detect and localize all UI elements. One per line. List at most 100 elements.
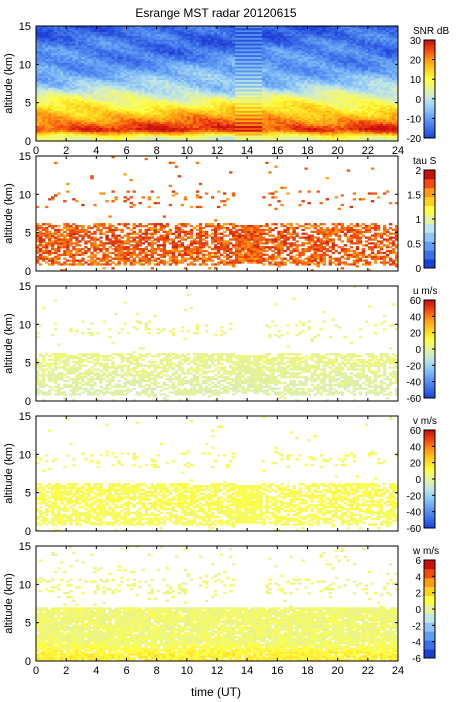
- u-y-tick-label: 15: [19, 281, 31, 293]
- w-x-tick-label: 14: [241, 665, 253, 677]
- tau-colorbar-tick-label: 0.5: [407, 240, 421, 251]
- tau-y-tick-label: 0: [25, 266, 31, 278]
- SNR-x-tick-label: 18: [301, 145, 313, 157]
- v-colorbar-tick-label: -60: [407, 524, 422, 535]
- w-x-tick-label: 24: [392, 665, 404, 677]
- w-x-tick-label: 6: [123, 665, 129, 677]
- v-colorbar-tick-label: 0: [415, 475, 421, 486]
- u-colorbar: u m/s -60 -40 -20 0 20 40 60: [407, 286, 438, 405]
- SNR-x-tick-label: 12: [211, 145, 223, 157]
- w-x-tick-label: 22: [362, 665, 374, 677]
- u-colorbar-tick-label: 20: [410, 329, 422, 340]
- w-y-tick-label: 0: [25, 656, 31, 668]
- w-x-tick-label: 12: [211, 665, 223, 677]
- SNR-y-tick-label: 0: [25, 136, 31, 148]
- SNR-colorbar-label: SNR dB: [413, 26, 449, 37]
- tau-colorbar-tick-label: 2: [415, 166, 421, 177]
- v-colorbar-label: v m/s: [413, 416, 437, 427]
- u-colorbar-label: u m/s: [413, 286, 437, 297]
- v-y-axis-label: altitude (km): [3, 443, 15, 504]
- tau-y-axis-label: altitude (km): [3, 183, 15, 244]
- u-colorbar-tick-label: -40: [407, 378, 422, 389]
- v-colorbar-tick-label: 40: [410, 442, 422, 453]
- SNR-x-tick-label: 0: [33, 145, 39, 157]
- SNR-x-tick-label: 20: [332, 145, 344, 157]
- panel-tau: 0 5 10 15 altitude (km) tau S 0 0.5 1 1.5 2: [3, 151, 437, 278]
- x-axis-label: time (UT): [191, 685, 241, 699]
- w-x-tick-label: 16: [271, 665, 283, 677]
- figure-title: Esrange MST radar 20120615: [135, 6, 297, 20]
- v-colorbar-tick-label: -40: [407, 508, 422, 519]
- u-y-tick-label: 0: [25, 396, 31, 408]
- SNR-y-tick-label: 15: [19, 21, 31, 33]
- SNR-x-tick-label: 4: [93, 145, 99, 157]
- SNR-colorbar-tick-label: 30: [410, 36, 422, 47]
- w-x-tick-label: 10: [181, 665, 193, 677]
- v-y-tick-label: 5: [25, 488, 31, 500]
- u-y-axis-label: altitude (km): [3, 313, 15, 374]
- panel-u: 0 5 10 15 altitude (km) u m/s -60 -40 -20 0 20 40 60: [3, 281, 437, 408]
- w-colorbar-tick-label: 0: [415, 605, 421, 616]
- v-colorbar-tick-label: 60: [410, 426, 422, 437]
- tau-colorbar: tau S 0 0.5 1 1.5 2: [407, 156, 437, 275]
- SNR-y-tick-label: 10: [19, 59, 31, 71]
- tau-y-tick-label: 10: [19, 189, 31, 201]
- w-x-tick-label: 18: [301, 665, 313, 677]
- SNR-colorbar-tick-label: 10: [410, 75, 422, 86]
- u-colorbar-tick-label: 60: [410, 296, 422, 307]
- u-heatmap: [36, 286, 399, 402]
- w-colorbar-label: w m/s: [412, 546, 439, 557]
- v-y-tick-label: 10: [19, 449, 31, 461]
- w-x-tick-label: 20: [332, 665, 344, 677]
- SNR-heatmap: [36, 26, 399, 142]
- v-y-tick-label: 0: [25, 526, 31, 538]
- tau-y-tick-label: 15: [19, 151, 31, 163]
- tau-colorbar-tick-label: 0: [415, 264, 421, 275]
- w-x-tick-label: 8: [154, 665, 160, 677]
- w-y-tick-label: 10: [19, 579, 31, 591]
- w-colorbar-tick-label: -6: [412, 654, 421, 665]
- SNR-x-tick-label: 8: [154, 145, 160, 157]
- SNR-colorbar-tick-label: 0: [415, 95, 421, 106]
- SNR-x-tick-label: 22: [362, 145, 374, 157]
- SNR-colorbar-tick-label: -20: [407, 134, 422, 145]
- SNR-x-tick-label: 6: [123, 145, 129, 157]
- tau-colorbar-tick-label: 1: [415, 215, 421, 226]
- v-heatmap: [36, 416, 399, 532]
- w-colorbar-tick-label: -2: [412, 621, 421, 632]
- w-colorbar-tick-label: 6: [415, 556, 421, 567]
- w-y-axis-label: altitude (km): [3, 573, 15, 634]
- SNR-x-tick-label: 14: [241, 145, 253, 157]
- u-y-tick-label: 10: [19, 319, 31, 331]
- SNR-y-axis-label: altitude (km): [3, 53, 15, 114]
- SNR-y-tick-label: 5: [25, 98, 31, 110]
- SNR-colorbar-tick-label: -10: [407, 114, 422, 125]
- panel-v: 0 5 10 15 altitude (km) v m/s -60 -40 -20 0 20 40 60: [3, 411, 437, 538]
- tau-colorbar-tick-label: 1.5: [407, 191, 421, 202]
- tau-colorbar-label: tau S: [413, 156, 437, 167]
- SNR-x-tick-label: 10: [181, 145, 193, 157]
- w-x-tick-label: 4: [93, 665, 99, 677]
- tau-y-tick-label: 5: [25, 228, 31, 240]
- u-colorbar-tick-label: 40: [410, 312, 422, 323]
- w-heatmap: [36, 546, 399, 662]
- u-colorbar-tick-label: -60: [407, 394, 422, 405]
- w-y-tick-label: 5: [25, 618, 31, 630]
- w-x-tick-label: 0: [33, 665, 39, 677]
- u-y-tick-label: 5: [25, 358, 31, 370]
- u-colorbar-tick-label: -20: [407, 361, 422, 372]
- w-colorbar-tick-label: 4: [415, 572, 421, 583]
- v-colorbar: v m/s -60 -40 -20 0 20 40 60: [407, 416, 437, 535]
- v-colorbar-tick-label: -20: [407, 491, 422, 502]
- v-colorbar-tick-label: 20: [410, 459, 422, 470]
- SNR-colorbar-tick-label: 20: [410, 56, 422, 67]
- w-colorbar-tick-label: -4: [412, 638, 421, 649]
- SNR-x-tick-label: 16: [271, 145, 283, 157]
- w-x-tick-label: 2: [63, 665, 69, 677]
- SNR-x-tick-label: 24: [392, 145, 404, 157]
- SNR-x-tick-label: 2: [63, 145, 69, 157]
